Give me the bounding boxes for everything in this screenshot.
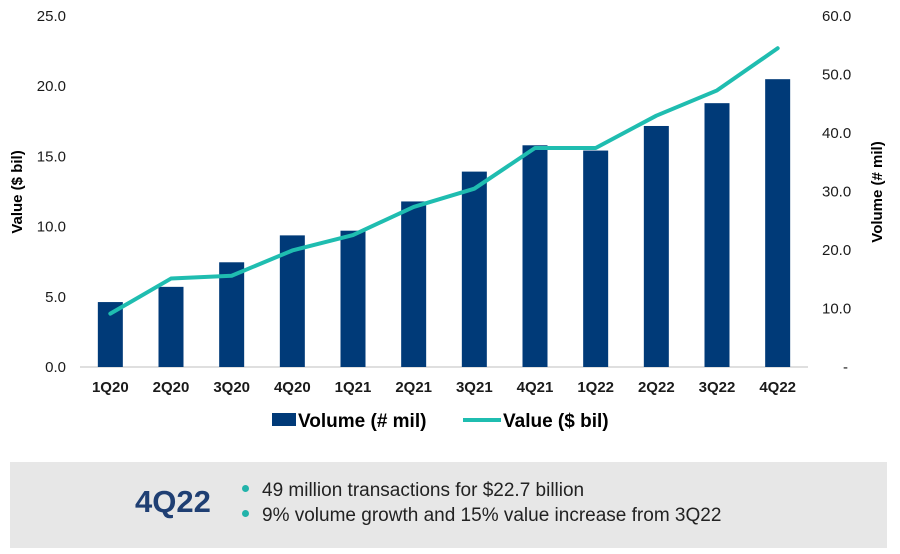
- volume-bars: [97, 79, 791, 368]
- x-tick-label: 1Q22: [577, 379, 614, 396]
- volume-bar: [279, 235, 305, 367]
- left-tick-label: 10.0: [37, 219, 66, 236]
- volume-bar: [583, 150, 609, 367]
- legend: Volume (# mil) Value ($ bil): [272, 411, 609, 432]
- x-tick-label: 2Q22: [638, 379, 675, 396]
- volume-bar: [219, 262, 245, 367]
- summary-panel: 4Q22 49 million transactions for $22.7 b…: [10, 462, 887, 548]
- right-axis-title: Volume (# mil): [869, 141, 886, 242]
- volume-bar: [643, 125, 669, 367]
- right-tick-label: 10.0: [822, 301, 851, 318]
- x-tick-label: 4Q22: [759, 379, 796, 396]
- right-axis-ticks: - 10.0 20.0 30.0 40.0 50.0 60.0: [822, 8, 851, 376]
- x-tick-label: 4Q20: [274, 379, 311, 396]
- x-tick-label: 1Q21: [335, 379, 372, 396]
- left-axis-ticks: 0.0 5.0 10.0 15.0 20.0 25.0: [37, 8, 66, 376]
- x-tick-label: 3Q21: [456, 379, 493, 396]
- left-tick-label: 0.0: [45, 359, 66, 376]
- left-tick-label: 25.0: [37, 8, 66, 25]
- right-tick-label: 50.0: [822, 67, 851, 84]
- x-tick-label: 3Q22: [699, 379, 736, 396]
- legend-swatch-volume: [272, 413, 296, 426]
- x-tick-label: 4Q21: [517, 379, 554, 396]
- right-tick-label: 20.0: [822, 242, 851, 259]
- summary-bullet-text: 49 million transactions for $22.7 billio…: [262, 480, 585, 501]
- right-tick-label: 30.0: [822, 184, 851, 201]
- volume-bar: [522, 145, 548, 367]
- volume-bar: [704, 103, 730, 367]
- chart: 0.0 5.0 10.0 15.0 20.0 25.0 - 10.0 20.0 30.0 40.0…: [9, 8, 886, 432]
- summary-bullets: 49 million transactions for $22.7 billio…: [242, 478, 721, 528]
- volume-bar: [340, 230, 366, 367]
- bullet-dot-icon: [242, 485, 249, 493]
- left-tick-label: 20.0: [37, 78, 66, 95]
- volume-bar: [765, 79, 791, 368]
- right-tick-label: -: [843, 359, 848, 376]
- x-tick-label: 1Q20: [92, 379, 129, 396]
- summary-bullet: 49 million transactions for $22.7 billio…: [242, 478, 721, 503]
- summary-bullet: 9% volume growth and 15% value increase …: [242, 503, 721, 528]
- volume-bar: [401, 201, 427, 367]
- right-tick-label: 60.0: [822, 8, 851, 25]
- right-tick-label: 40.0: [822, 125, 851, 142]
- x-tick-label: 3Q20: [213, 379, 250, 396]
- left-axis-title: Value ($ bil): [9, 150, 26, 233]
- bullet-dot-icon: [242, 510, 249, 518]
- left-tick-label: 15.0: [37, 148, 66, 165]
- left-tick-label: 5.0: [45, 289, 66, 306]
- x-tick-label: 2Q21: [395, 379, 432, 396]
- summary-title: 4Q22: [135, 484, 211, 519]
- summary-bullet-text: 9% volume growth and 15% value increase …: [262, 505, 722, 526]
- legend-label-volume: Volume (# mil): [298, 411, 426, 432]
- value-series-line: [108, 46, 780, 316]
- volume-bar: [461, 171, 487, 367]
- legend-label-value: Value ($ bil): [503, 411, 609, 432]
- volume-bar: [158, 286, 184, 367]
- x-tick-label: 2Q20: [153, 379, 190, 396]
- x-axis-ticks: 1Q20 2Q20 3Q20 4Q20 1Q21 2Q21 3Q21 4Q21 1Q22 2Q22…: [92, 379, 796, 396]
